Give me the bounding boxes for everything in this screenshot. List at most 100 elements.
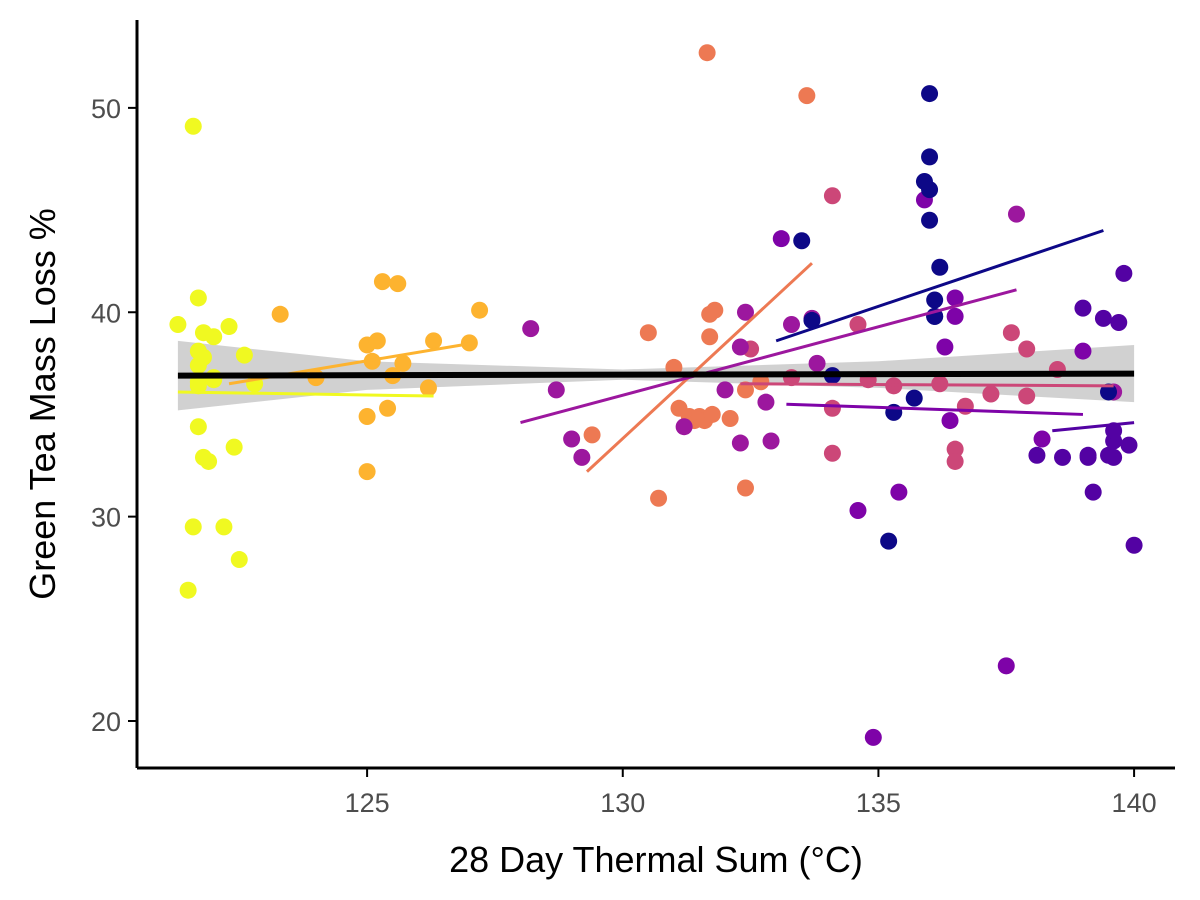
data-point [205, 328, 223, 346]
data-point [921, 148, 939, 166]
data-point [864, 728, 882, 746]
data-point [225, 438, 243, 456]
data-point [189, 289, 207, 307]
data-point [1007, 205, 1025, 223]
data-point [731, 434, 749, 452]
data-point [184, 117, 202, 135]
data-point [946, 452, 964, 470]
series-fit-line [786, 402, 1084, 416]
data-point [1084, 483, 1102, 501]
data-point [1028, 446, 1046, 464]
data-point [1100, 383, 1118, 401]
data-point [716, 381, 734, 399]
data-point [849, 501, 867, 519]
data-point [184, 518, 202, 536]
series-fit-line [740, 382, 1114, 388]
data-point [890, 483, 908, 501]
y-tick-label: 30 [91, 503, 121, 533]
series-fit-lines [177, 229, 1135, 473]
series-fit-line [585, 262, 813, 473]
y-tick-label: 20 [91, 707, 121, 737]
data-point [921, 211, 939, 229]
data-point [373, 273, 391, 291]
data-point [1105, 448, 1123, 466]
overall-regression-line [177, 370, 1135, 379]
data-point [1079, 446, 1097, 464]
data-point [547, 381, 565, 399]
data-point [563, 430, 581, 448]
data-point [1033, 430, 1051, 448]
data-point [271, 305, 289, 323]
data-point [179, 581, 197, 599]
data-point [573, 448, 591, 466]
x-axis-ticks: 125 130 135 140 [345, 768, 1157, 818]
y-axis-title: Green Tea Mass Loss % [22, 208, 63, 600]
data-point [762, 432, 780, 450]
data-point [783, 316, 801, 334]
data-point [675, 418, 693, 436]
data-point [1074, 342, 1092, 360]
data-point [982, 385, 1000, 403]
data-point [921, 181, 939, 199]
data-point [1115, 264, 1133, 282]
x-tick-label: 135 [856, 788, 901, 818]
data-point [736, 381, 754, 399]
data-point [703, 405, 721, 423]
data-point [425, 332, 443, 350]
data-point [215, 518, 233, 536]
data-point [946, 307, 964, 325]
data-point [1018, 340, 1036, 358]
x-axis-title: 28 Day Thermal Sum (°C) [449, 839, 863, 880]
data-point [1018, 387, 1036, 405]
data-point [706, 301, 724, 319]
series-fit-line [520, 288, 1017, 425]
data-point [522, 320, 540, 338]
data-point [823, 444, 841, 462]
data-point [926, 291, 944, 309]
data-point [757, 393, 775, 411]
data-point [1125, 536, 1143, 554]
data-point [803, 311, 821, 329]
data-point [921, 85, 939, 103]
data-point [1002, 324, 1020, 342]
data-point [931, 258, 949, 276]
data-point [194, 348, 212, 366]
data-point [1120, 436, 1138, 454]
series-fit-line [775, 229, 1104, 343]
data-point [650, 489, 668, 507]
data-point [941, 412, 959, 430]
x-tick-label: 130 [600, 788, 645, 818]
data-point [736, 479, 754, 497]
data-point [358, 463, 376, 481]
data-point [946, 289, 964, 307]
series-fit-line [1052, 421, 1135, 433]
data-point [936, 338, 954, 356]
data-point [639, 324, 657, 342]
data-point [1094, 309, 1112, 327]
data-point [358, 407, 376, 425]
x-tick-label: 140 [1112, 788, 1157, 818]
series-fit-line [177, 390, 434, 398]
data-point [379, 399, 397, 417]
x-tick-label: 125 [345, 788, 390, 818]
y-tick-label: 40 [91, 298, 121, 328]
data-point [731, 338, 749, 356]
data-point [772, 230, 790, 248]
data-point [189, 418, 207, 436]
data-point [849, 316, 867, 334]
data-point [368, 332, 386, 350]
data-point [200, 452, 218, 470]
data-point [1110, 313, 1128, 331]
data-point [701, 328, 719, 346]
data-point [997, 657, 1015, 675]
data-point [169, 316, 187, 334]
data-point [1054, 448, 1072, 466]
data-point [905, 389, 923, 407]
data-point [230, 551, 248, 569]
data-point [235, 346, 253, 364]
data-point [736, 303, 754, 321]
data-point [389, 275, 407, 293]
data-point [808, 354, 826, 372]
y-tick-label: 50 [91, 94, 121, 124]
data-point [698, 44, 716, 62]
